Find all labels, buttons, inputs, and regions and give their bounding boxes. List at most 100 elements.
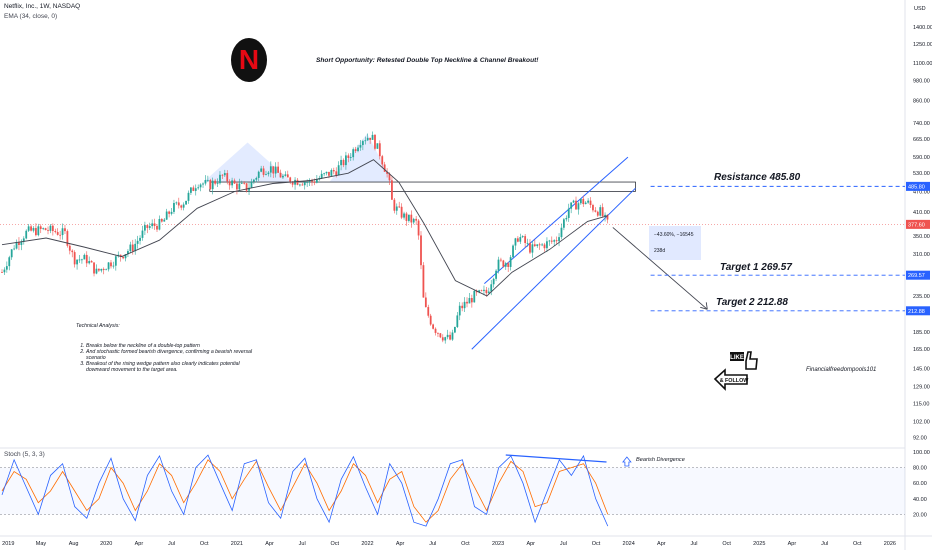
candle-body bbox=[71, 250, 74, 253]
candle-body bbox=[18, 242, 20, 245]
candle-body bbox=[308, 180, 311, 183]
price-tick-label: 102.00 bbox=[913, 420, 930, 426]
candle-body bbox=[102, 268, 105, 271]
measure-tool[interactable]: −43.60%, −16545 238d bbox=[649, 226, 701, 260]
candle-body bbox=[463, 301, 466, 309]
time-tick-label: Aug bbox=[69, 541, 79, 547]
candle-body bbox=[306, 182, 309, 183]
candle-body bbox=[153, 223, 156, 226]
candle-body bbox=[146, 225, 149, 228]
candle-body bbox=[64, 228, 66, 232]
candle-body bbox=[543, 244, 546, 249]
candle-body bbox=[15, 242, 18, 249]
candle-body bbox=[291, 182, 294, 185]
time-tick-label: Jul bbox=[560, 541, 567, 547]
candle-body bbox=[521, 236, 524, 238]
candle-body bbox=[112, 265, 115, 267]
candle-body bbox=[536, 244, 539, 247]
analysis-note: Technical Analysis: Breaks below the nec… bbox=[76, 323, 256, 374]
candle-body bbox=[560, 227, 563, 238]
candle-body bbox=[32, 228, 35, 231]
candle-body bbox=[497, 259, 500, 271]
time-tick-label: Apr bbox=[657, 541, 666, 547]
candle-body bbox=[606, 214, 609, 220]
candle-body bbox=[596, 211, 599, 216]
time-tick-label: 2023 bbox=[492, 541, 504, 547]
candle-body bbox=[100, 268, 103, 271]
time-tick-label: Jul bbox=[429, 541, 436, 547]
candle-body bbox=[388, 173, 391, 181]
candle-body bbox=[206, 179, 209, 181]
stoch-tick-label: 80.00 bbox=[913, 466, 927, 472]
candle-body bbox=[504, 263, 507, 267]
candle-body bbox=[434, 328, 437, 333]
candle-body bbox=[134, 243, 137, 252]
candle-body bbox=[502, 260, 505, 267]
candle-body bbox=[565, 217, 568, 220]
candle-body bbox=[558, 237, 560, 242]
candle-body bbox=[315, 179, 318, 183]
time-tick-label: May bbox=[36, 541, 47, 547]
candle-body bbox=[381, 156, 384, 165]
candle-body bbox=[492, 278, 495, 285]
price-tick-label: 1100.00 bbox=[913, 61, 932, 67]
candle-body bbox=[282, 175, 284, 178]
candle-body bbox=[483, 289, 485, 291]
stoch-legend[interactable]: Stoch (5, 3, 3) bbox=[4, 451, 45, 458]
candle-body bbox=[516, 238, 519, 242]
ema-legend[interactable]: EMA (34, close, 0) bbox=[4, 13, 58, 20]
candle-body bbox=[148, 226, 151, 228]
candle-body bbox=[131, 244, 134, 252]
candle-body bbox=[76, 259, 78, 265]
price-tick-label: 470.00 bbox=[913, 189, 930, 195]
candle-body bbox=[475, 290, 478, 293]
candle-body bbox=[93, 262, 95, 274]
candle-body bbox=[286, 174, 289, 178]
candle-body bbox=[458, 305, 461, 316]
candle-body bbox=[328, 171, 330, 176]
candle-body bbox=[444, 337, 447, 341]
candle-body bbox=[238, 183, 241, 190]
candle-body bbox=[44, 228, 47, 231]
candle-body bbox=[175, 202, 178, 204]
candle-body bbox=[403, 213, 405, 218]
candle-body bbox=[487, 291, 490, 294]
double-top-shade-left bbox=[203, 142, 292, 183]
candle-body bbox=[136, 240, 139, 244]
candle-body bbox=[449, 334, 451, 340]
target1-label: Target 1 269.57 bbox=[720, 262, 792, 273]
candle-body bbox=[456, 315, 459, 327]
like-follow-badge: LIKE & FOLLOW bbox=[713, 351, 758, 391]
candle-body bbox=[570, 202, 573, 209]
logo-letter: N bbox=[238, 44, 260, 75]
projection-arrowhead bbox=[700, 302, 708, 310]
candle-body bbox=[393, 199, 396, 211]
candle-body bbox=[61, 228, 64, 236]
candle-body bbox=[572, 200, 575, 203]
currency-label[interactable]: USD bbox=[914, 6, 926, 12]
candle-body bbox=[437, 332, 439, 334]
candle-body bbox=[279, 172, 282, 178]
resistance-label: Resistance 485.80 bbox=[714, 172, 801, 183]
candle-body bbox=[313, 181, 316, 183]
candle-body bbox=[158, 218, 161, 230]
candle-body bbox=[432, 324, 435, 329]
time-tick-label: 2025 bbox=[753, 541, 765, 547]
candle-body bbox=[429, 315, 432, 325]
candle-body bbox=[541, 244, 543, 246]
symbol-title[interactable]: Netflix, Inc., 1W, NASDAQ bbox=[4, 3, 81, 10]
candle-body bbox=[342, 159, 345, 166]
price-tick-label: 1400.00 bbox=[913, 25, 932, 31]
candle-body bbox=[378, 143, 381, 157]
price-tag-box bbox=[906, 181, 930, 191]
candle-body bbox=[114, 256, 117, 266]
candle-body bbox=[383, 164, 386, 172]
time-tick-label: Apr bbox=[265, 541, 274, 547]
candle-body bbox=[427, 307, 430, 316]
candle-body bbox=[509, 257, 512, 267]
time-tick-label: Jul bbox=[168, 541, 175, 547]
candle-body bbox=[59, 234, 62, 236]
candle-body bbox=[529, 242, 531, 253]
candle-body bbox=[139, 237, 141, 241]
